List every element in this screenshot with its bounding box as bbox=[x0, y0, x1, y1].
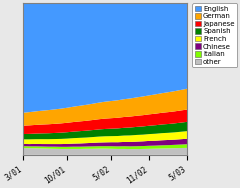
Legend: English, German, Japanese, Spanish, French, Chinese, Italian, other: English, German, Japanese, Spanish, Fren… bbox=[192, 3, 237, 67]
